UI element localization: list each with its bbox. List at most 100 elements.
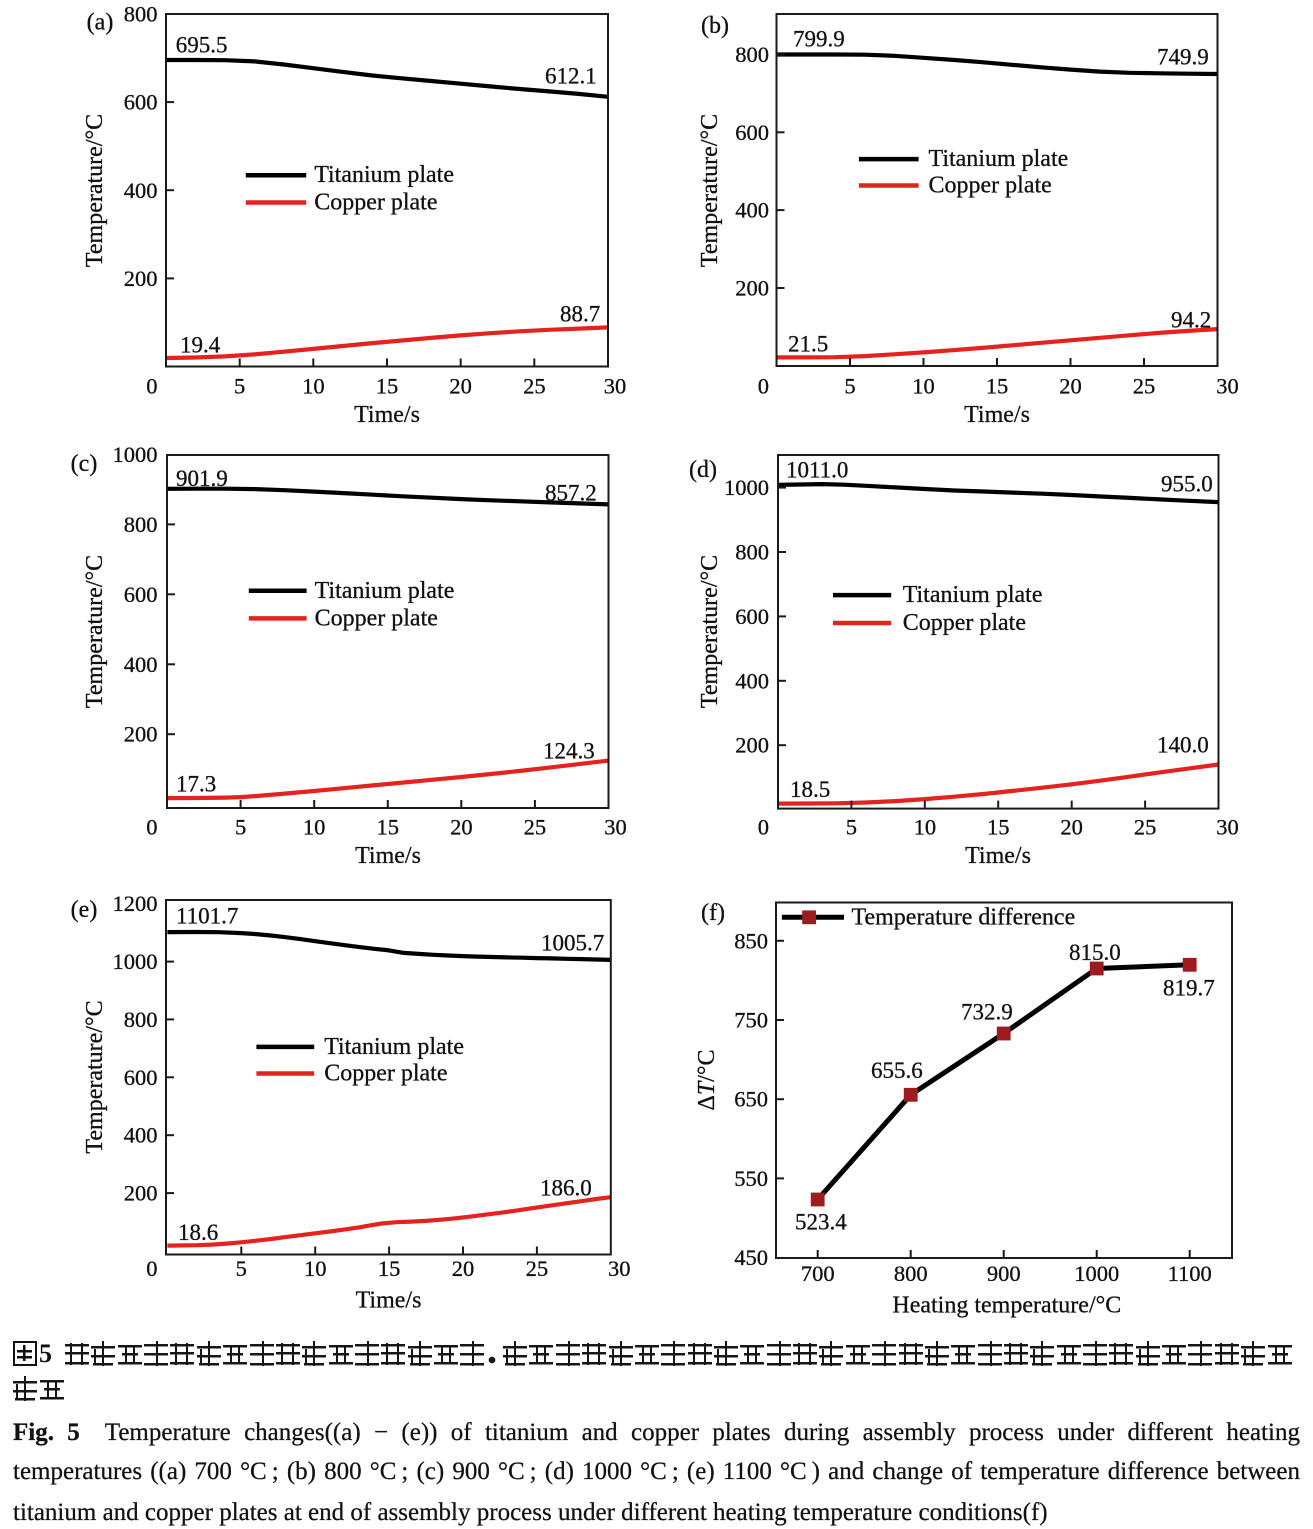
svg-text:749.9: 749.9 <box>1157 45 1209 70</box>
svg-text:799.9: 799.9 <box>793 27 845 52</box>
svg-text:30: 30 <box>604 374 627 399</box>
svg-text:Time/s: Time/s <box>355 843 421 869</box>
svg-text:30: 30 <box>1216 815 1239 840</box>
svg-text:5: 5 <box>235 815 246 840</box>
svg-text:800: 800 <box>735 540 769 565</box>
svg-text:10: 10 <box>304 1256 327 1281</box>
svg-text:20: 20 <box>1059 374 1082 399</box>
svg-text:1000: 1000 <box>1074 1261 1119 1286</box>
svg-text:17.3: 17.3 <box>176 772 216 797</box>
svg-text:200: 200 <box>735 733 769 758</box>
svg-text:18.5: 18.5 <box>790 777 830 802</box>
svg-text:655.6: 655.6 <box>871 1058 923 1083</box>
svg-text:600: 600 <box>735 120 769 145</box>
svg-text:(d): (d) <box>689 457 717 483</box>
svg-text:1000: 1000 <box>724 475 769 500</box>
svg-text:Titanium plate: Titanium plate <box>903 582 1043 608</box>
svg-text:800: 800 <box>735 42 769 67</box>
svg-text:20: 20 <box>1060 815 1083 840</box>
svg-text:400: 400 <box>124 178 158 203</box>
svg-text:650: 650 <box>734 1087 768 1112</box>
svg-text:550: 550 <box>734 1166 768 1191</box>
svg-text:900: 900 <box>987 1261 1021 1286</box>
svg-text:ΔT/°C: ΔT/°C <box>694 1049 720 1110</box>
svg-text:Titanium plate: Titanium plate <box>314 162 454 188</box>
svg-text:Titanium plate: Titanium plate <box>315 578 455 604</box>
svg-text:20: 20 <box>449 374 472 399</box>
svg-text:25: 25 <box>526 1256 549 1281</box>
svg-text:955.0: 955.0 <box>1161 472 1213 497</box>
svg-text:(a): (a) <box>87 10 114 36</box>
svg-text:850: 850 <box>734 928 768 953</box>
svg-text:815.0: 815.0 <box>1069 940 1121 965</box>
svg-text:Temperature/°C: Temperature/°C <box>697 114 723 267</box>
svg-text:600: 600 <box>124 582 158 607</box>
svg-text:400: 400 <box>124 652 158 677</box>
svg-text:25: 25 <box>524 815 547 840</box>
svg-text:140.0: 140.0 <box>1157 733 1209 758</box>
svg-text:732.9: 732.9 <box>961 1000 1013 1025</box>
svg-text:0: 0 <box>146 815 157 840</box>
svg-text:819.7: 819.7 <box>1163 976 1215 1001</box>
svg-text:400: 400 <box>735 198 769 223</box>
svg-text:800: 800 <box>124 512 158 537</box>
svg-text:600: 600 <box>124 90 158 115</box>
svg-text:Time/s: Time/s <box>964 402 1030 428</box>
svg-text:Temperature/°C: Temperature/°C <box>697 555 723 708</box>
svg-text:88.7: 88.7 <box>560 302 600 327</box>
svg-text:450: 450 <box>734 1245 768 1270</box>
svg-text:0: 0 <box>146 374 157 399</box>
svg-text:200: 200 <box>124 722 158 747</box>
svg-text:25: 25 <box>1133 374 1156 399</box>
svg-text:1100: 1100 <box>1168 1261 1212 1286</box>
svg-text:857.2: 857.2 <box>545 481 597 506</box>
svg-text:Temperature/°C: Temperature/°C <box>82 1000 108 1153</box>
svg-text:Titanium plate: Titanium plate <box>324 1034 464 1060</box>
svg-text:15: 15 <box>987 815 1010 840</box>
svg-text:Titanium plate: Titanium plate <box>929 146 1069 172</box>
svg-text:25: 25 <box>523 374 546 399</box>
svg-text:(e): (e) <box>71 897 98 923</box>
svg-text:10: 10 <box>302 374 325 399</box>
svg-text:Heating temperature/°C: Heating temperature/°C <box>892 1292 1121 1318</box>
svg-text:1200: 1200 <box>113 891 158 916</box>
svg-text:695.5: 695.5 <box>176 33 228 58</box>
svg-text:600: 600 <box>735 604 769 629</box>
svg-text:901.9: 901.9 <box>176 466 228 491</box>
svg-text:Time/s: Time/s <box>356 1288 422 1314</box>
svg-text:20: 20 <box>452 1256 475 1281</box>
svg-text:30: 30 <box>1216 374 1239 399</box>
svg-text:400: 400 <box>124 1123 158 1148</box>
svg-text:Copper plate: Copper plate <box>324 1061 447 1087</box>
svg-text:Copper plate: Copper plate <box>315 605 438 631</box>
svg-text:400: 400 <box>735 668 769 693</box>
svg-text:600: 600 <box>124 1065 158 1090</box>
svg-text:700: 700 <box>801 1261 835 1286</box>
svg-text:Copper plate: Copper plate <box>903 610 1026 636</box>
svg-text:(b): (b) <box>701 13 729 39</box>
svg-text:800: 800 <box>124 2 158 27</box>
svg-text:10: 10 <box>303 815 326 840</box>
svg-text:19.4: 19.4 <box>180 333 221 358</box>
svg-text:5: 5 <box>234 374 245 399</box>
svg-text:200: 200 <box>124 1181 158 1206</box>
svg-text:750: 750 <box>734 1008 768 1033</box>
svg-text:612.1: 612.1 <box>545 64 597 89</box>
svg-text:5: 5 <box>846 815 857 840</box>
svg-text:20: 20 <box>450 815 473 840</box>
svg-text:0: 0 <box>146 1256 157 1281</box>
svg-text:0: 0 <box>758 374 769 399</box>
svg-text:800: 800 <box>894 1261 928 1286</box>
svg-text:Copper plate: Copper plate <box>314 190 437 216</box>
svg-text:186.0: 186.0 <box>540 1176 592 1201</box>
svg-text:30: 30 <box>604 815 627 840</box>
svg-text:(f): (f) <box>701 900 725 926</box>
svg-text:Time/s: Time/s <box>354 402 420 428</box>
svg-text:1005.7: 1005.7 <box>541 931 604 956</box>
svg-text:10: 10 <box>914 815 937 840</box>
svg-text:Temperature/°C: Temperature/°C <box>82 555 108 708</box>
svg-text:Temperature/°C: Temperature/°C <box>82 114 108 267</box>
svg-text:200: 200 <box>124 266 158 291</box>
svg-text:1011.0: 1011.0 <box>786 458 848 483</box>
svg-text:0: 0 <box>758 815 769 840</box>
